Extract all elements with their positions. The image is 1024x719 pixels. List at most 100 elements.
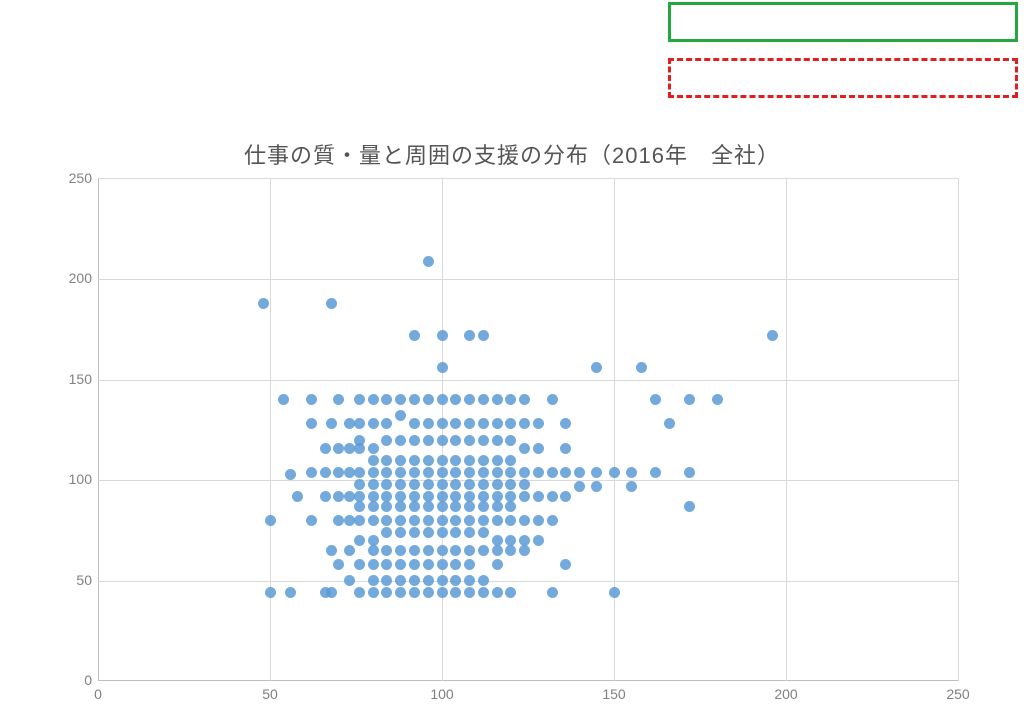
data-point xyxy=(409,435,420,446)
data-point xyxy=(368,479,379,490)
data-point xyxy=(344,418,355,429)
plot-area xyxy=(98,178,959,681)
data-point xyxy=(492,435,503,446)
data-point xyxy=(505,545,516,556)
data-point xyxy=(505,515,516,526)
data-point xyxy=(326,298,337,309)
data-point xyxy=(437,455,448,466)
data-point xyxy=(437,467,448,478)
data-point xyxy=(609,467,620,478)
data-point xyxy=(423,435,434,446)
data-point xyxy=(478,435,489,446)
data-point xyxy=(560,467,571,478)
data-point xyxy=(478,479,489,490)
data-point xyxy=(381,418,392,429)
data-point xyxy=(450,515,461,526)
data-point xyxy=(368,545,379,556)
data-point xyxy=(354,559,365,570)
data-point xyxy=(533,418,544,429)
data-point xyxy=(547,394,558,405)
data-point xyxy=(333,559,344,570)
data-point xyxy=(320,467,331,478)
data-point xyxy=(464,545,475,556)
data-point xyxy=(591,467,602,478)
data-point xyxy=(492,559,503,570)
data-point xyxy=(368,455,379,466)
data-point xyxy=(395,575,406,586)
data-point xyxy=(326,545,337,556)
data-point xyxy=(478,501,489,512)
y-tick-label: 150 xyxy=(48,371,92,387)
legend-box-red-dashed xyxy=(668,58,1018,98)
data-point xyxy=(409,418,420,429)
x-tick-label: 250 xyxy=(946,686,969,702)
data-point xyxy=(450,559,461,570)
data-point xyxy=(650,394,661,405)
data-point xyxy=(450,394,461,405)
data-point xyxy=(547,467,558,478)
data-point xyxy=(437,515,448,526)
data-point xyxy=(354,467,365,478)
data-point xyxy=(354,587,365,598)
data-point xyxy=(478,575,489,586)
data-point xyxy=(437,394,448,405)
y-tick-label: 0 xyxy=(48,672,92,688)
data-point xyxy=(533,491,544,502)
data-point xyxy=(354,394,365,405)
data-point xyxy=(368,575,379,586)
data-point xyxy=(464,527,475,538)
data-point xyxy=(381,479,392,490)
data-point xyxy=(423,545,434,556)
data-point xyxy=(368,559,379,570)
data-point xyxy=(437,587,448,598)
data-point xyxy=(423,515,434,526)
data-point xyxy=(464,330,475,341)
data-point xyxy=(423,501,434,512)
grid-vertical xyxy=(270,179,271,681)
data-point xyxy=(450,435,461,446)
grid-vertical xyxy=(614,179,615,681)
data-point xyxy=(505,467,516,478)
data-point xyxy=(437,559,448,570)
data-point xyxy=(478,587,489,598)
data-point xyxy=(292,491,303,502)
data-point xyxy=(265,587,276,598)
data-point xyxy=(409,527,420,538)
data-point xyxy=(519,467,530,478)
data-point xyxy=(409,330,420,341)
x-tick-label: 0 xyxy=(94,686,102,702)
data-point xyxy=(423,256,434,267)
data-point xyxy=(354,443,365,454)
data-point xyxy=(344,467,355,478)
data-point xyxy=(519,479,530,490)
data-point xyxy=(519,418,530,429)
grid-horizontal xyxy=(98,581,958,582)
data-point xyxy=(492,479,503,490)
data-point xyxy=(278,394,289,405)
data-point xyxy=(505,479,516,490)
data-point xyxy=(492,515,503,526)
data-point xyxy=(478,545,489,556)
data-point xyxy=(505,418,516,429)
data-point xyxy=(423,559,434,570)
data-point xyxy=(505,455,516,466)
data-point xyxy=(354,418,365,429)
data-point xyxy=(381,527,392,538)
data-point xyxy=(395,410,406,421)
data-point xyxy=(609,587,620,598)
data-point xyxy=(478,394,489,405)
data-point xyxy=(368,394,379,405)
data-point xyxy=(492,418,503,429)
data-point xyxy=(437,575,448,586)
data-point xyxy=(306,418,317,429)
data-point xyxy=(519,443,530,454)
data-point xyxy=(478,527,489,538)
data-point xyxy=(381,545,392,556)
data-point xyxy=(381,559,392,570)
y-axis xyxy=(98,179,99,681)
data-point xyxy=(464,575,475,586)
data-point xyxy=(591,362,602,373)
data-point xyxy=(626,481,637,492)
data-point xyxy=(368,443,379,454)
data-point xyxy=(326,587,337,598)
